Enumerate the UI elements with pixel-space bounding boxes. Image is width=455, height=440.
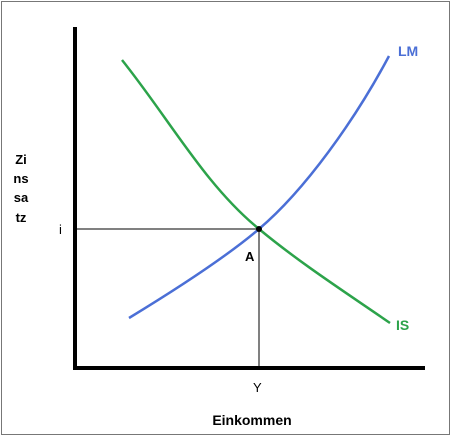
y-axis-label: Zinssatz: [13, 152, 29, 225]
lm-label: LM: [398, 43, 418, 59]
x-axis-label: Einkommen: [212, 412, 291, 428]
x-tick-label: Y: [253, 380, 262, 395]
y-tick-label: i: [59, 222, 62, 237]
equilibrium-point: [256, 226, 262, 232]
is-label: IS: [396, 317, 409, 333]
is-curve: [121, 59, 391, 325]
equilibrium-label: A: [245, 249, 255, 264]
